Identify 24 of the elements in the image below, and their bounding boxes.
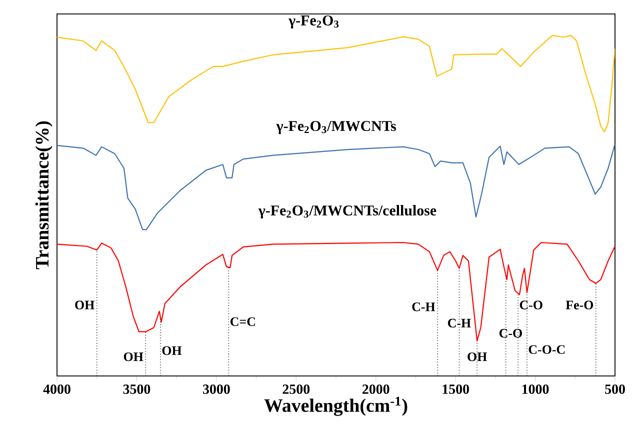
x-tick-label: 3000: [203, 384, 230, 394]
x-tick-label: 4000: [43, 384, 70, 394]
ref-line-label: OH: [75, 300, 94, 310]
series-label: γ-Fe$_{2}$O$_{3}$/MWCNTs: [276, 121, 396, 134]
ref-line-label: OH: [162, 346, 182, 355]
x-tick-label: 1500: [442, 384, 469, 394]
ref-line-label: C=C: [230, 317, 256, 326]
ref-line-label: C-H: [412, 302, 436, 312]
x-tick-label: 2500: [282, 384, 310, 394]
x-axis-title: Wavelength(cm$^{-1}$): [264, 396, 408, 416]
x-tick-label: 2000: [362, 384, 390, 394]
ref-line-label: Fe-O: [566, 300, 594, 310]
ref-line-label: C-O-C: [528, 345, 565, 354]
ref-line-label: OH: [124, 352, 144, 362]
series-label: γ-Fe$_{2}$O$_{3}$: [288, 15, 339, 29]
ref-line-label: C-H: [448, 318, 471, 328]
ref-line-label: C-O: [499, 328, 522, 338]
ref-line-label: OH: [468, 352, 487, 362]
ref-line-label: C-O: [520, 300, 542, 310]
series-label: γ-Fe$_{2}$O$_{3}$/MWCNTs/cellulose: [258, 205, 436, 219]
x-tick-label: 1000: [522, 384, 549, 394]
y-axis-title: Transmittance(%): [35, 121, 52, 270]
x-tick-label: 500: [605, 384, 625, 394]
x-tick-label: 3500: [123, 384, 150, 394]
